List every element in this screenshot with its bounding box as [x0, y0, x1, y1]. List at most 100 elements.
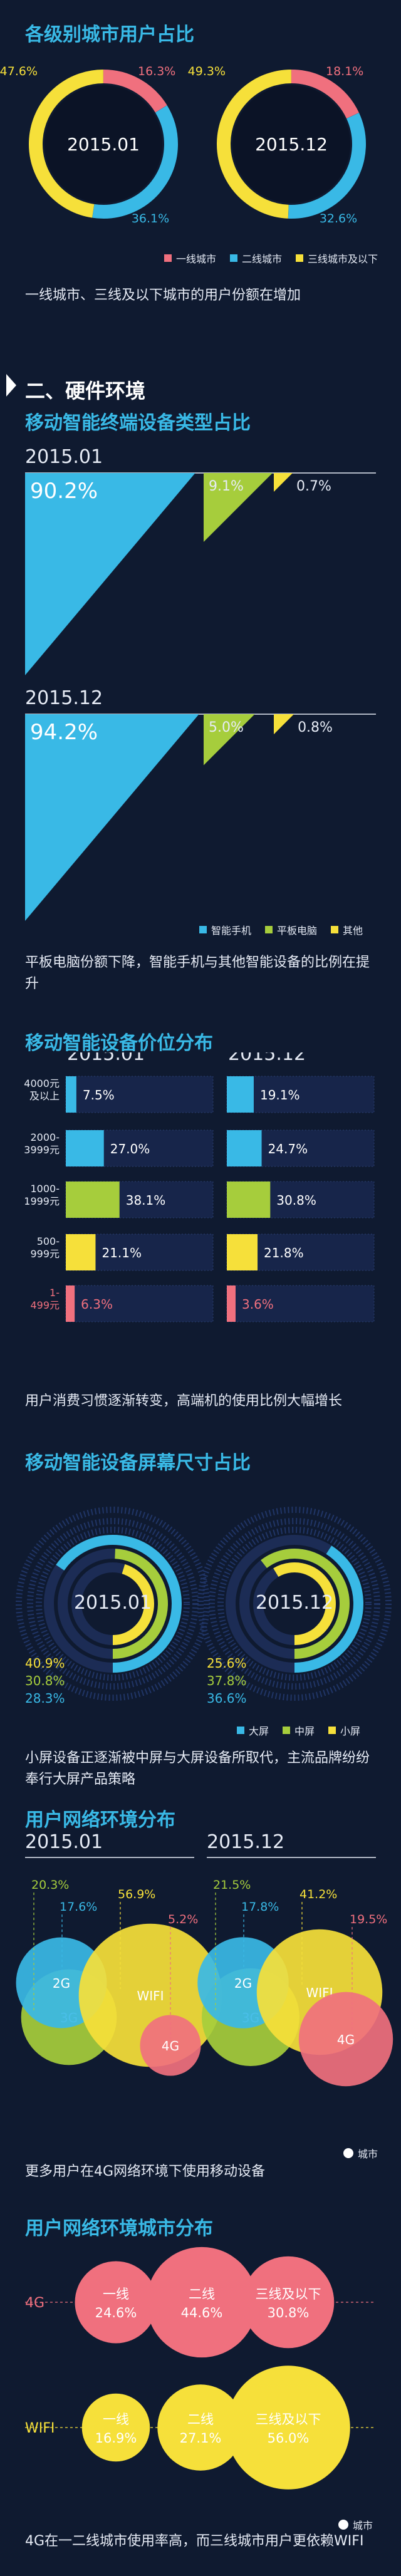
legend-tier1: 一线城市	[176, 253, 217, 265]
city-4g-value-0: 24.6%	[95, 2305, 137, 2320]
network-0-name-4G: 4G	[162, 2038, 179, 2054]
city-4g-bubble-2	[242, 2256, 335, 2349]
network-1-label: 2015.12	[207, 1831, 284, 1853]
screen-1-arc-medium	[261, 1549, 350, 1659]
legend-swatch-tier2	[230, 254, 238, 262]
network-0-value-4G: 5.2%	[168, 1913, 198, 1926]
legend-swatch-other	[331, 926, 339, 933]
network-1-value-4G: 19.5%	[350, 1913, 387, 1926]
city-wifi-value-0: 16.9%	[95, 2431, 137, 2446]
price-cat-3-line-0: 500-	[37, 1235, 60, 1247]
price-cat-0-line-0: 4000元	[24, 1078, 60, 1089]
price-cat-3: 500-999元	[30, 1235, 60, 1260]
price-1-value-0: 19.1%	[260, 1088, 300, 1103]
screen-1-value-small: 36.6%	[207, 1691, 247, 1706]
device-type-legend: 智能手机 平板电脑 其他	[199, 922, 363, 937]
city-4g-name-0: 一线	[103, 2287, 129, 2302]
screen-1-arc-small	[273, 1562, 336, 1645]
price-cat-2-line-0: 1000-	[31, 1183, 60, 1195]
price-cat-0: 4000元及以上	[24, 1078, 60, 1102]
donut-0-slice-tier2	[92, 105, 178, 219]
device-1-tri-phone	[25, 714, 199, 921]
donut-center-1	[232, 85, 350, 203]
legend-phone: 智能手机	[211, 925, 252, 937]
donut-0-slice-tier3	[29, 70, 104, 218]
price-cat-2: 1000-1999元	[24, 1183, 60, 1207]
city-4g-value-2: 30.8%	[268, 2305, 310, 2320]
screen-0-arc-medium	[112, 1549, 168, 1659]
network-0-value-2G: 17.6%	[60, 1900, 97, 1914]
section-city-tier: 各级别城市用户占比 2015.01 16.3% 36.1% 47.6% 2015.12 1…	[0, 0, 401, 326]
device-0-value-tablet: 9.1%	[209, 479, 244, 494]
device-0-tri-tablet	[204, 473, 273, 542]
network-1-bubble-4G	[298, 1992, 393, 2087]
price-0-bar-1	[66, 1130, 104, 1166]
city-tier-legend: 一线城市 二线城市 三线城市及以下	[164, 251, 378, 266]
legend-city-2: 城市	[353, 2520, 373, 2532]
legend-tier3: 三线城市及以下	[308, 253, 378, 265]
legend-swatch-small	[328, 1727, 336, 1734]
price-0-bar-3	[66, 1234, 96, 1270]
section-screen: 移动智能设备屏幕尺寸占比 2015.01 40.9% 30.8% 28.3% 2015.…	[0, 1447, 401, 1798]
city-wifi-bubble-1	[157, 2384, 244, 2471]
screen-0-bg-ring-2	[36, 1527, 190, 1681]
donut-1-value-tier1: 18.1%	[326, 65, 363, 78]
device-type-chart: 2015.01 90.2% 9.1% 0.7% 2015.12 94.2% 5.0% 0.8%	[25, 446, 376, 921]
price-1-track-4	[226, 1285, 375, 1322]
price-cat-4: 1-499元	[30, 1287, 60, 1311]
city-tier-donuts: 2015.01 16.3% 36.1% 47.6% 2015.12 18.1% 32.6% 4…	[0, 65, 366, 226]
city-wifi-bubble-2	[226, 2366, 350, 2490]
screen-title: 移动智能设备屏幕尺寸占比	[25, 1452, 251, 1474]
donut-0-value-tier2: 36.1%	[132, 212, 169, 226]
donut-0-value-tier1: 16.3%	[138, 65, 175, 78]
donut-1-value-tier3: 49.3%	[188, 65, 226, 78]
price-period-1: 2015.12	[228, 1052, 306, 1065]
price-0-track-4	[65, 1285, 214, 1322]
price-1-value-2: 30.8%	[276, 1193, 316, 1208]
screen-1-label: 2015.12	[256, 1592, 333, 1614]
city-4g-bubble-0	[75, 2261, 157, 2344]
price-1-value-3: 21.8%	[264, 1245, 304, 1260]
network-0-bubble-4G	[140, 2015, 201, 2076]
network-city-title: 用户网络环境城市分布	[25, 2218, 213, 2240]
device-type-note: 平板电脑份额下降，智能手机与其他智能设备的比例在提升	[25, 955, 370, 992]
section-device-type: 移动智能终端设备类型占比 2015.01 90.2% 9.1% 0.7% 2015.12…	[0, 407, 401, 996]
city-wifi-bubble-0	[81, 2393, 150, 2462]
screen-0-label: 2015.01	[74, 1592, 152, 1614]
screen-0-value-small: 28.3%	[25, 1691, 65, 1706]
section-price: 移动智能设备价位分布 2015.01 2015.12 4000元及以上 2000-39…	[0, 1027, 401, 1435]
city-4g-name-2: 三线及以下	[256, 2287, 321, 2302]
donut-1-value-tier2: 32.6%	[320, 212, 357, 226]
legend-swatch-large	[237, 1727, 244, 1734]
price-1-bar-3	[227, 1234, 258, 1270]
price-chart: 2015.01 2015.12 4000元及以上 2000-3999元 1000-199…	[24, 1052, 375, 1322]
network-note: 更多用户在4G网络环境下使用移动设备	[25, 2164, 266, 2179]
network-1-name-4G: 4G	[337, 2032, 355, 2047]
legend-small: 小屏	[340, 1725, 361, 1737]
screen-0-bg-ring-0	[16, 1507, 210, 1701]
donut-0-value-tier3: 47.6%	[0, 65, 38, 78]
price-1-bar-0	[227, 1076, 254, 1113]
screen-1-value-medium: 37.8%	[207, 1673, 247, 1688]
device-0-tri-other	[274, 473, 293, 492]
network-1-value-2G: 17.8%	[241, 1900, 279, 1914]
network-legend: 城市	[343, 2146, 378, 2161]
network-city-note: 4G在一二线城市使用率高，而三线城市用户更依赖WIFI	[25, 2533, 364, 2549]
network-city-legend: 城市	[338, 2517, 373, 2532]
price-cat-1-line-1: 3999元	[24, 1144, 60, 1156]
price-cat-2-line-1: 1999元	[24, 1195, 60, 1207]
price-0-bar-0	[66, 1076, 76, 1113]
section-hardware-heading: 二、硬件环境	[0, 366, 401, 404]
legend-swatch-tablet	[265, 926, 273, 933]
legend-large: 大屏	[249, 1725, 269, 1737]
network-0-name-WIFI: WIFI	[137, 1988, 164, 2003]
screen-0-value-medium: 30.8%	[25, 1673, 65, 1688]
city-wifi-name-0: 一线	[103, 2412, 129, 2427]
screen-chart: 2015.01 40.9% 30.8% 28.3% 2015.12 25.6% 37.8% 3…	[16, 1507, 392, 1706]
heading-arrow-icon	[6, 374, 16, 397]
device-1-tri-other	[274, 714, 294, 735]
legend-city: 城市	[358, 2148, 378, 2160]
legend-swatch-tier3	[296, 254, 304, 262]
price-cat-1-line-0: 2000-	[31, 1131, 60, 1143]
donut-1-label: 2015.12	[255, 134, 328, 155]
